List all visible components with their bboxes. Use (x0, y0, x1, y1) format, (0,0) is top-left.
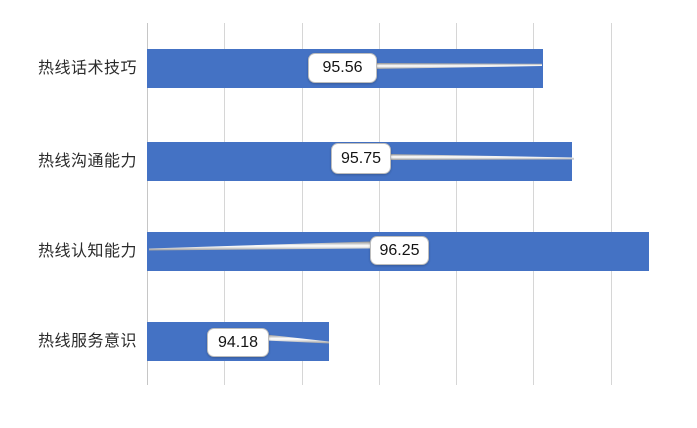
data-label-callout: 95.56 (308, 53, 377, 83)
data-label-callout: 96.25 (370, 236, 429, 265)
data-label-callout: 94.18 (207, 328, 269, 357)
category-label: 热线话术技巧 (37, 60, 137, 77)
data-label-value: 95.56 (322, 59, 363, 76)
gridline (456, 23, 458, 385)
gridline (533, 23, 535, 385)
data-label-value: 95.75 (340, 149, 382, 167)
gridline (378, 23, 380, 385)
data-label-callout: 95.75 (331, 143, 391, 174)
gridline (610, 23, 612, 385)
category-label: 热线认知能力 (37, 243, 137, 260)
data-label-value: 96.25 (379, 241, 420, 259)
gridline (147, 23, 148, 385)
data-label-value: 94.18 (217, 333, 259, 351)
category-label: 热线沟通能力 (37, 153, 137, 170)
gridline (224, 23, 226, 385)
gridline (301, 23, 303, 385)
category-label: 热线服务意识 (37, 333, 137, 350)
